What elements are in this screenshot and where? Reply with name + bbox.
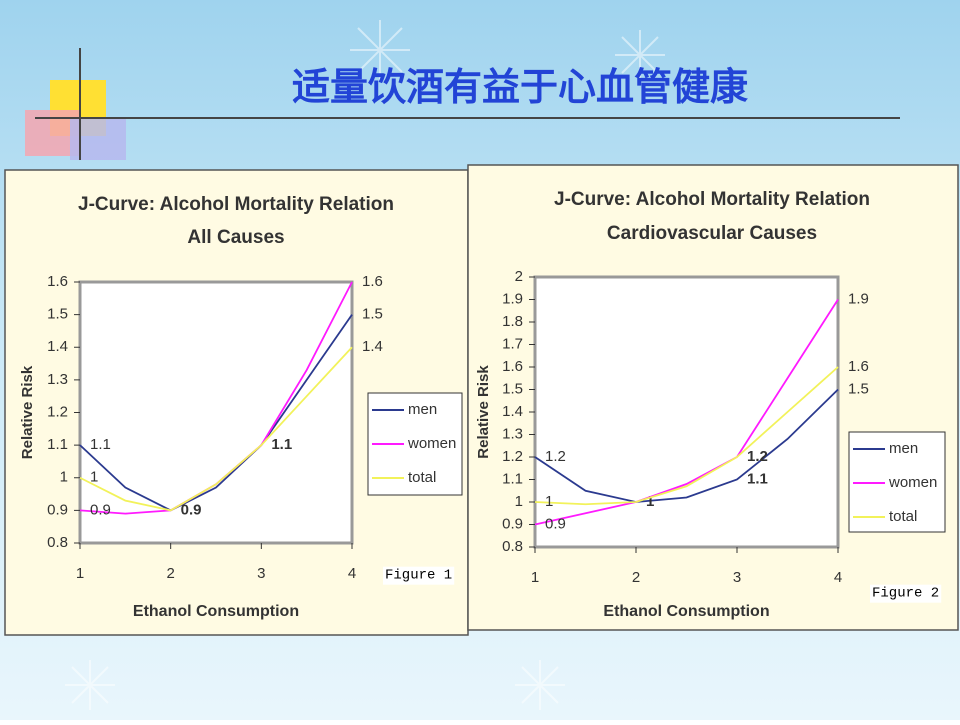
y-tick-label: 1.4 — [47, 338, 68, 355]
x-tick-label: 2 — [166, 565, 174, 582]
y-tick-label: 1 — [60, 469, 68, 486]
x-tick-label: 2 — [632, 569, 640, 586]
y-tick-label: 0.9 — [47, 501, 68, 518]
data-label: 1.1 — [271, 436, 292, 453]
data-label: 0.9 — [90, 501, 111, 518]
figure-label: Figure 2 — [872, 586, 939, 602]
x-tick-label: 1 — [76, 565, 84, 582]
data-label: 1.2 — [545, 448, 566, 465]
series-line — [79, 346, 353, 512]
x-tick-label: 4 — [834, 569, 842, 586]
data-label: 1.5 — [848, 380, 869, 397]
y-tick-label: 1.2 — [47, 403, 68, 420]
x-axis-label: Ethanol Consumption — [133, 603, 299, 620]
y-tick-label: 1.9 — [502, 290, 523, 307]
y-tick-label: 1.3 — [502, 425, 523, 442]
data-label: 1 — [646, 493, 654, 510]
chart-title: J-Curve: Alcohol Mortality Relation — [78, 194, 394, 215]
legend-label: total — [889, 508, 917, 525]
y-tick-label: 2 — [515, 268, 523, 285]
data-label: 1.2 — [747, 448, 768, 465]
y-axis-label: Relative Risk — [475, 365, 492, 459]
data-label: 1 — [545, 493, 553, 510]
chart: J-Curve: Alcohol Mortality Relation All C… — [4, 169, 469, 636]
data-label: 1.5 — [362, 306, 383, 323]
y-tick-label: 1.2 — [502, 448, 523, 465]
figure-label: Figure 1 — [385, 568, 452, 584]
y-tick-label: 0.9 — [502, 515, 523, 532]
data-label: 1.1 — [747, 470, 768, 487]
x-axis-label: Ethanol Consumption — [603, 603, 769, 620]
chart-subtitle: Cardiovascular Causes — [607, 223, 817, 244]
y-tick-label: 0.8 — [47, 534, 68, 551]
snowflakes — [65, 20, 665, 710]
legend-label: men — [408, 401, 437, 418]
decoration — [25, 48, 900, 160]
series-line — [534, 366, 839, 506]
y-tick-label: 1.5 — [47, 306, 68, 323]
legend-label: women — [407, 435, 456, 452]
legend-label: women — [888, 474, 937, 491]
data-label: 0.9 — [545, 515, 566, 532]
series-line — [534, 388, 839, 503]
data-label: 1 — [90, 469, 98, 486]
legend-label: men — [889, 440, 918, 457]
data-label: 1.1 — [90, 436, 111, 453]
y-tick-label: 1.5 — [502, 380, 523, 397]
y-tick-label: 1.1 — [502, 470, 523, 487]
y-tick-label: 1.8 — [502, 313, 523, 330]
y-tick-label: 1.3 — [47, 371, 68, 388]
x-tick-label: 3 — [257, 565, 265, 582]
y-tick-label: 0.8 — [502, 538, 523, 555]
data-label: 1.6 — [362, 273, 383, 290]
y-tick-label: 1 — [515, 493, 523, 510]
y-tick-label: 1.7 — [502, 335, 523, 352]
figure-label-bg — [870, 584, 942, 603]
plot-area — [78, 280, 354, 545]
y-axis-label: Relative Risk — [19, 365, 36, 459]
chart: J-Curve: Alcohol Mortality Relation Cardi… — [467, 164, 959, 631]
data-label: 0.9 — [181, 501, 202, 518]
data-label: 1.4 — [362, 338, 383, 355]
y-tick-label: 1.6 — [502, 358, 523, 375]
legend-label: total — [408, 469, 436, 486]
figure-label-bg — [383, 566, 455, 585]
data-label: 1.9 — [848, 290, 869, 307]
chart-subtitle: All Causes — [187, 227, 284, 248]
slide-title: 适量饮酒有益于心血管健康 — [292, 66, 748, 109]
chart-title: J-Curve: Alcohol Mortality Relation — [554, 189, 870, 210]
x-tick-label: 3 — [733, 569, 741, 586]
series-line — [79, 314, 353, 512]
x-tick-label: 1 — [531, 569, 539, 586]
x-tick-label: 4 — [348, 565, 356, 582]
plot-area — [533, 275, 840, 549]
y-tick-label: 1.6 — [47, 273, 68, 290]
series-line — [534, 299, 839, 526]
y-tick-label: 1.4 — [502, 403, 523, 420]
y-tick-label: 1.1 — [47, 436, 68, 453]
data-label: 1.6 — [848, 358, 869, 375]
